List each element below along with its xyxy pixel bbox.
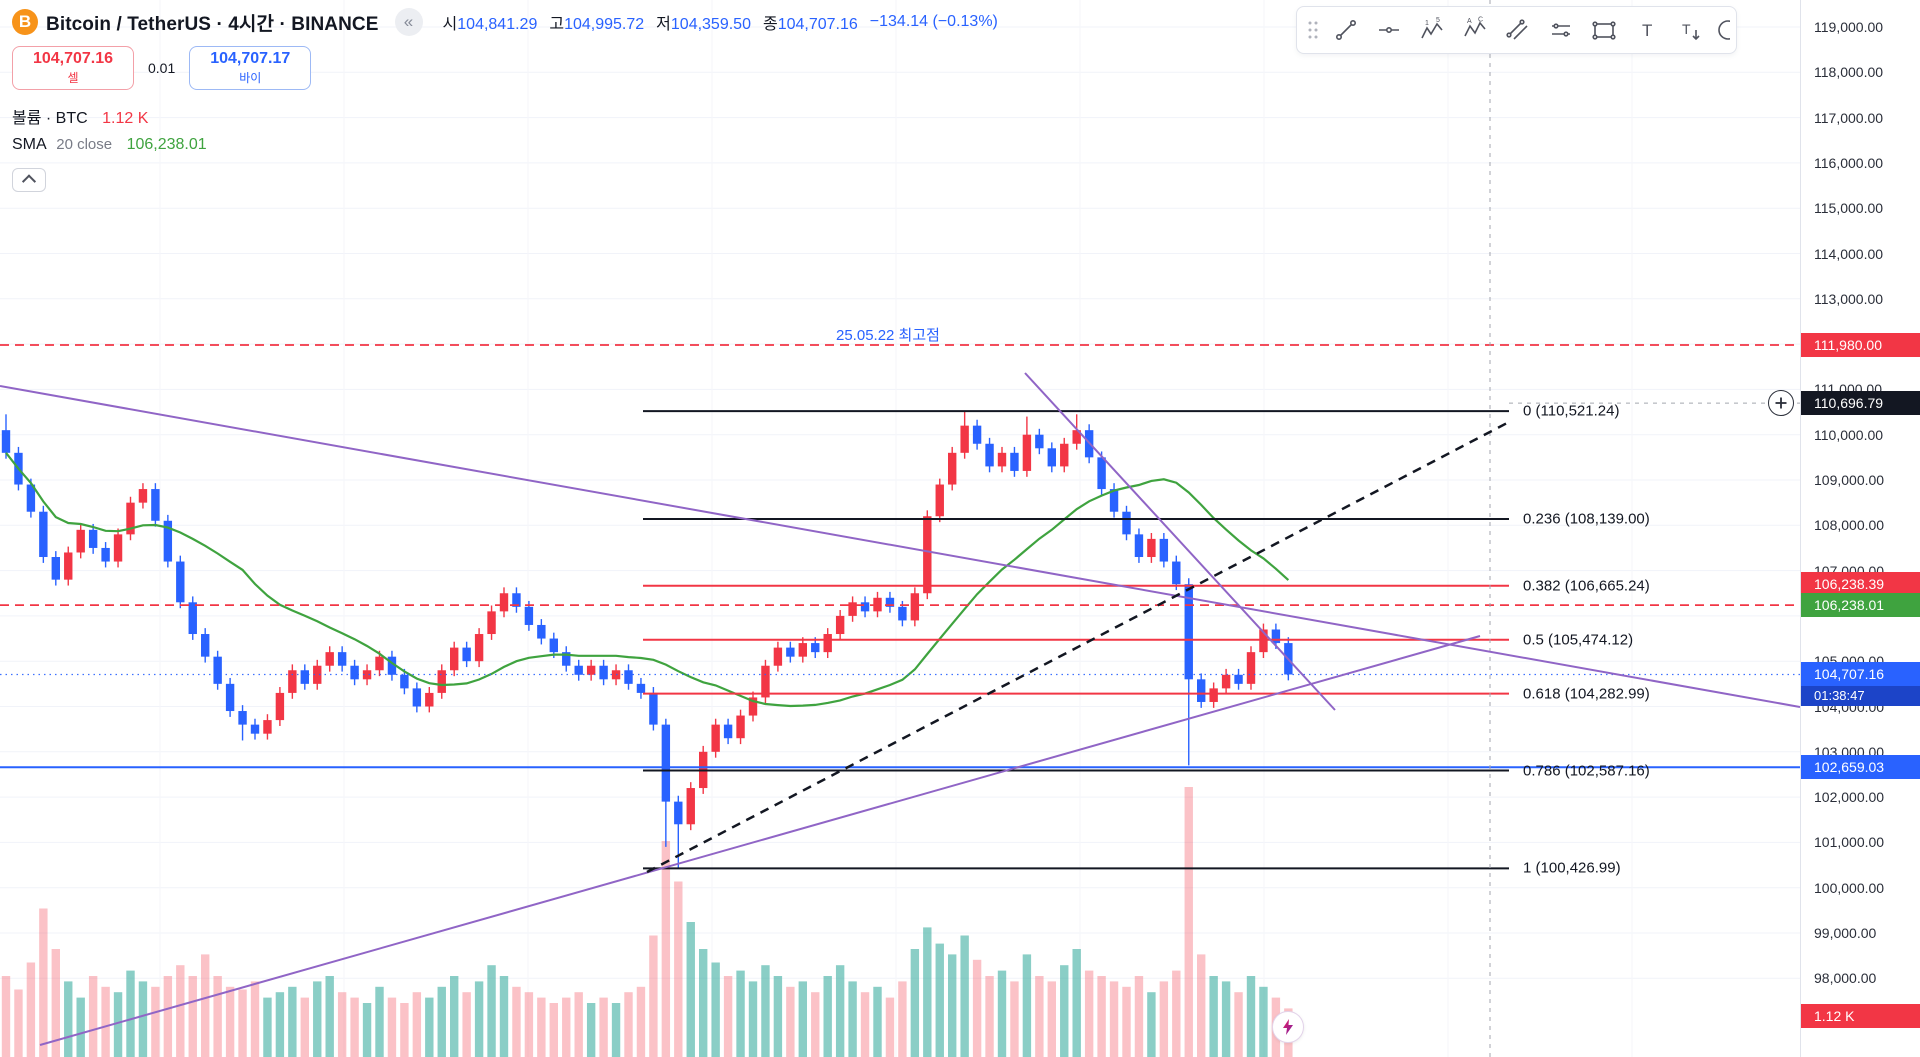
collapse-indicators-button[interactable] xyxy=(12,168,46,192)
toolbar-drag-handle[interactable] xyxy=(1303,11,1323,49)
axis-price-label: 98,000.00 xyxy=(1814,970,1877,987)
axis-price-label: 117,000.00 xyxy=(1814,109,1884,126)
svg-text:T: T xyxy=(1682,21,1691,37)
close-label: 종 xyxy=(762,16,778,33)
axis-price-label: 115,000.00 xyxy=(1814,200,1884,217)
sma-value: 106,238.01 xyxy=(126,136,207,153)
axis-price-label: 100,000.00 xyxy=(1814,879,1885,896)
bitcoin-logo-icon: B xyxy=(12,9,38,35)
level-price-badge[interactable]: 102,659.03 xyxy=(1801,755,1920,780)
axis-price-label: 118,000.00 xyxy=(1814,64,1884,81)
text-tool-icon[interactable]: T xyxy=(1626,11,1667,49)
axis-price-label: 110,000.00 xyxy=(1814,426,1884,443)
sell-price: 104,707.16 xyxy=(32,50,114,67)
volume-value-badge[interactable]: 1.12 K xyxy=(1801,1004,1920,1028)
axis-price-label: 119,000.00 xyxy=(1814,19,1884,35)
anchored-text-tool-icon[interactable]: T xyxy=(1669,11,1710,49)
chart-legend: B Bitcoin / TetherUS · 4시간 · BINANCE « 시… xyxy=(12,8,998,192)
axis-price-label: 99,000.00 xyxy=(1814,925,1877,941)
axis-price-label: 101,000.00 xyxy=(1814,834,1885,851)
steep-purple-trendline[interactable] xyxy=(1024,372,1336,711)
parallel-channel-tool-icon[interactable] xyxy=(1497,11,1538,49)
svg-text:A: A xyxy=(1467,18,1472,25)
favorites-drawing-toolbar: 1 5 A C xyxy=(1296,6,1737,54)
dashed-black-trendline[interactable] xyxy=(646,420,1510,874)
ascending-purple-trendline[interactable] xyxy=(39,635,1481,1046)
last-price-badge[interactable]: 104,707.16 xyxy=(1801,662,1920,687)
collapse-legend-button[interactable]: « xyxy=(394,8,423,36)
clipped-tool-icon[interactable] xyxy=(1712,11,1730,49)
quick-trade-lightning-button[interactable] xyxy=(1272,1011,1304,1043)
fib-level-label: 0.618 (104,282.99) xyxy=(1523,685,1650,703)
axis-price-label: 102,000.00 xyxy=(1814,789,1885,806)
sma-params: 20 close xyxy=(56,136,113,153)
buy-price: 104,707.17 xyxy=(210,50,291,67)
fib-level-label: 0.236 (108,139.00) xyxy=(1523,510,1650,528)
high-value: 104,995.72 xyxy=(564,16,645,33)
spread-value: 0.01 xyxy=(148,60,176,76)
low-value: 104,359.50 xyxy=(670,16,751,33)
fib-level-label: 0.382 (106,665.24) xyxy=(1523,577,1650,595)
trend-line-tool-icon[interactable] xyxy=(1325,11,1366,49)
descending-purple-trendline[interactable] xyxy=(0,385,1800,708)
horizontal-line-tool-icon[interactable] xyxy=(1368,11,1409,49)
fib-level-label: 1 (100,426.99) xyxy=(1523,859,1621,877)
bar-close-countdown: 01:38:47 xyxy=(1801,686,1920,707)
fib-level-label: 0.5 (105,474.12) xyxy=(1523,631,1634,649)
chevron-up-icon xyxy=(21,174,37,189)
buy-label: 바이 xyxy=(239,71,262,85)
axis-price-label: 108,000.00 xyxy=(1814,517,1885,534)
anchor-price-badge[interactable]: 111,980.00 xyxy=(1801,333,1920,357)
symbol-title[interactable]: Bitcoin / TetherUS · 4시간 · BINANCE xyxy=(46,13,379,35)
svg-text:1: 1 xyxy=(1425,20,1429,27)
volume-label: 볼륨 · BTC xyxy=(12,110,88,127)
sma-line[interactable] xyxy=(5,452,1290,708)
axis-price-label: 114,000.00 xyxy=(1814,245,1884,262)
svg-text:C: C xyxy=(1478,17,1483,24)
chart-pane[interactable] xyxy=(0,0,1800,1057)
open-value: 104,841.29 xyxy=(457,16,538,33)
axis-price-label: 113,000.00 xyxy=(1814,290,1884,307)
high-label: 고 xyxy=(549,16,565,33)
sma-price-badge[interactable]: 106,238.01 xyxy=(1801,593,1920,618)
price-change: −134.14 (−0.13%) xyxy=(869,13,998,30)
ohlc-readout: 시104,841.29 고104,995.72 저104,359.50 종104… xyxy=(443,10,998,34)
elliott-wave-tool-icon[interactable]: 1 5 xyxy=(1411,11,1452,49)
axis-price-label: 109,000.00 xyxy=(1814,472,1885,488)
fib-level-label: 0.786 (102,587.16) xyxy=(1523,762,1650,779)
rectangle-tool-icon[interactable] xyxy=(1583,11,1624,49)
close-value: 104,707.16 xyxy=(777,16,858,33)
buy-button[interactable]: 104,707.17 바이 xyxy=(189,46,312,90)
fib-level-label: 0 (110,521.24) xyxy=(1523,402,1620,420)
add-alert-plus-button[interactable] xyxy=(1768,390,1794,416)
sell-button[interactable]: 104,707.16 셀 xyxy=(12,46,134,90)
svg-text:T: T xyxy=(1642,21,1652,40)
level-lines[interactable] xyxy=(0,0,1800,1057)
low-label: 저 xyxy=(656,16,671,33)
svg-text:5: 5 xyxy=(1436,17,1440,24)
sell-label: 셀 xyxy=(67,71,79,85)
sma-indicator-row[interactable]: SMA 20 close 106,238.01 xyxy=(12,136,998,154)
volume-indicator-row[interactable]: 볼륨 · BTC 1.12 K xyxy=(12,104,998,128)
sma-name: SMA xyxy=(12,136,46,153)
abcd-pattern-tool-icon[interactable]: A C xyxy=(1454,11,1495,49)
anchored-note-label[interactable]: 25.05.22 최고점 xyxy=(836,327,940,344)
volume-value: 1.12 K xyxy=(102,110,149,127)
crosshair-price-badge[interactable]: 110,696.79 xyxy=(1801,391,1920,416)
axis-price-label: 116,000.00 xyxy=(1814,154,1884,171)
volume-series xyxy=(1,787,1293,1057)
line-price-badge[interactable]: 106,238.39 xyxy=(1801,572,1920,596)
price-axis[interactable]: 119,000.00 118,000.00 117,000.00 116,000.00… xyxy=(1800,0,1920,1057)
candlestick-series xyxy=(1,411,1293,869)
open-label: 시 xyxy=(442,16,458,33)
flat-channel-tool-icon[interactable] xyxy=(1540,11,1581,49)
